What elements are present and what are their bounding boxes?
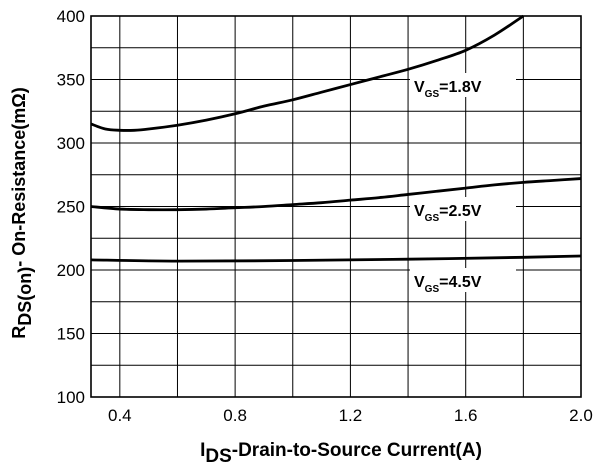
series-line-2 bbox=[90, 177, 582, 212]
x-tick-labels: 0.4 0.8 1.2 1.6 2.0 bbox=[108, 406, 593, 425]
x-tick-label: 1.2 bbox=[339, 406, 363, 425]
y-tick-label: 300 bbox=[57, 134, 85, 153]
series-labels: VGS=1.8V VGS=2.5V VGS=4.5V bbox=[410, 73, 516, 295]
series-label-bg-2 bbox=[410, 197, 516, 221]
series-line-1 bbox=[90, 14, 525, 132]
y-tick-label: 400 bbox=[57, 7, 85, 26]
series-label-2: VGS=2.5V bbox=[414, 203, 482, 224]
plot-frame bbox=[90, 15, 582, 398]
series-label-bg-3 bbox=[410, 268, 516, 292]
y-tick-label: 200 bbox=[57, 261, 85, 280]
series-label-bg-1 bbox=[410, 73, 516, 97]
x-tick-label: 1.6 bbox=[454, 406, 478, 425]
series-label-1: VGS=1.8V bbox=[414, 79, 482, 100]
x-tick-label: 2.0 bbox=[569, 406, 593, 425]
y-tick-label: 350 bbox=[57, 71, 85, 90]
x-tick-label: 0.8 bbox=[223, 406, 247, 425]
y-tick-label: 250 bbox=[57, 198, 85, 217]
x-tick-label: 0.4 bbox=[108, 406, 132, 425]
y-tick-labels: 100 150 200 250 300 350 400 bbox=[57, 7, 85, 407]
y-axis-title: RDS(on)- On-Resistance(mΩ) bbox=[9, 87, 35, 338]
y-tick-label: 150 bbox=[57, 325, 85, 344]
y-tick-label: 100 bbox=[57, 388, 85, 407]
x-axis-title: IDS-Drain-to-Source Current(A) bbox=[200, 440, 482, 467]
curves bbox=[90, 14, 582, 263]
series-line-3 bbox=[90, 254, 582, 263]
series-label-3: VGS=4.5V bbox=[414, 274, 482, 295]
